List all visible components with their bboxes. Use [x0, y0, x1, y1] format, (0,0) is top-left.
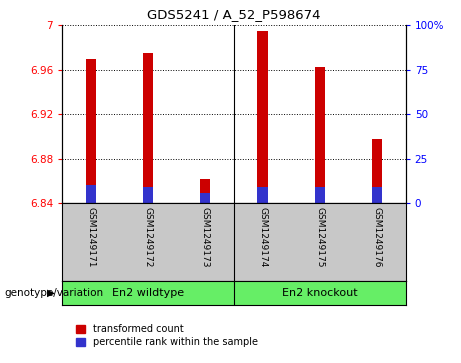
- Bar: [86, 59, 96, 203]
- Text: En2 knockout: En2 knockout: [282, 288, 358, 298]
- Bar: [257, 31, 268, 203]
- Bar: [257, 187, 268, 203]
- Text: GSM1249174: GSM1249174: [258, 207, 267, 268]
- Bar: [372, 139, 382, 203]
- Bar: [372, 187, 382, 203]
- Legend: transformed count, percentile rank within the sample: transformed count, percentile rank withi…: [77, 324, 258, 347]
- Bar: [200, 193, 211, 203]
- Text: ▶: ▶: [47, 288, 55, 298]
- Text: En2 wildtype: En2 wildtype: [112, 288, 184, 298]
- Text: genotype/variation: genotype/variation: [5, 288, 104, 298]
- Text: GSM1249171: GSM1249171: [86, 207, 95, 268]
- Text: GSM1249172: GSM1249172: [143, 207, 153, 268]
- Text: GSM1249176: GSM1249176: [372, 207, 382, 268]
- Bar: [86, 185, 96, 203]
- Title: GDS5241 / A_52_P598674: GDS5241 / A_52_P598674: [147, 8, 321, 21]
- Bar: [315, 66, 325, 203]
- Text: GSM1249173: GSM1249173: [201, 207, 210, 268]
- Bar: [315, 187, 325, 203]
- Text: GSM1249175: GSM1249175: [315, 207, 325, 268]
- Bar: [143, 53, 153, 203]
- Bar: [200, 179, 211, 203]
- Bar: [143, 187, 153, 203]
